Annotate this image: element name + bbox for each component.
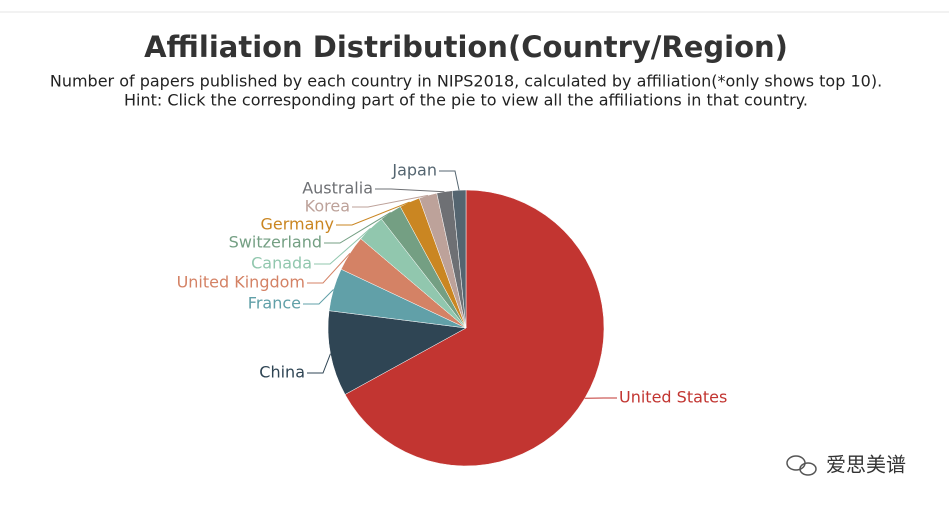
leader-line [336, 201, 410, 226]
slice-label: China [259, 363, 305, 382]
leader-line [314, 227, 371, 265]
slice-label: France [248, 294, 301, 313]
leader-line [307, 252, 351, 284]
slice-label: Korea [305, 197, 350, 216]
leader-line [324, 211, 391, 244]
watermark: 爱思美谱 [826, 453, 906, 477]
chart-title: Affiliation Distribution(Country/Region) [144, 30, 788, 64]
slice-label: United States [619, 388, 727, 407]
watermark-icon [786, 455, 817, 476]
subtitle: Number of papers published by each count… [50, 72, 882, 91]
slice-label: United Kingdom [177, 273, 305, 292]
leader-line [439, 170, 460, 191]
slice-label: Australia [302, 179, 373, 198]
slice-label: Germany [260, 215, 334, 234]
leader-line [352, 194, 429, 208]
slice-label: Switzerland [229, 233, 322, 252]
slice-label: Canada [251, 254, 312, 273]
pie-slice[interactable] [327, 310, 467, 395]
pie-slice[interactable] [451, 189, 467, 329]
slice-label: Japan [391, 161, 437, 180]
leader-line [307, 353, 331, 374]
leader-line [303, 289, 334, 305]
leader-line [375, 188, 445, 193]
subtitle: Hint: Click the corresponding part of th… [124, 91, 808, 110]
